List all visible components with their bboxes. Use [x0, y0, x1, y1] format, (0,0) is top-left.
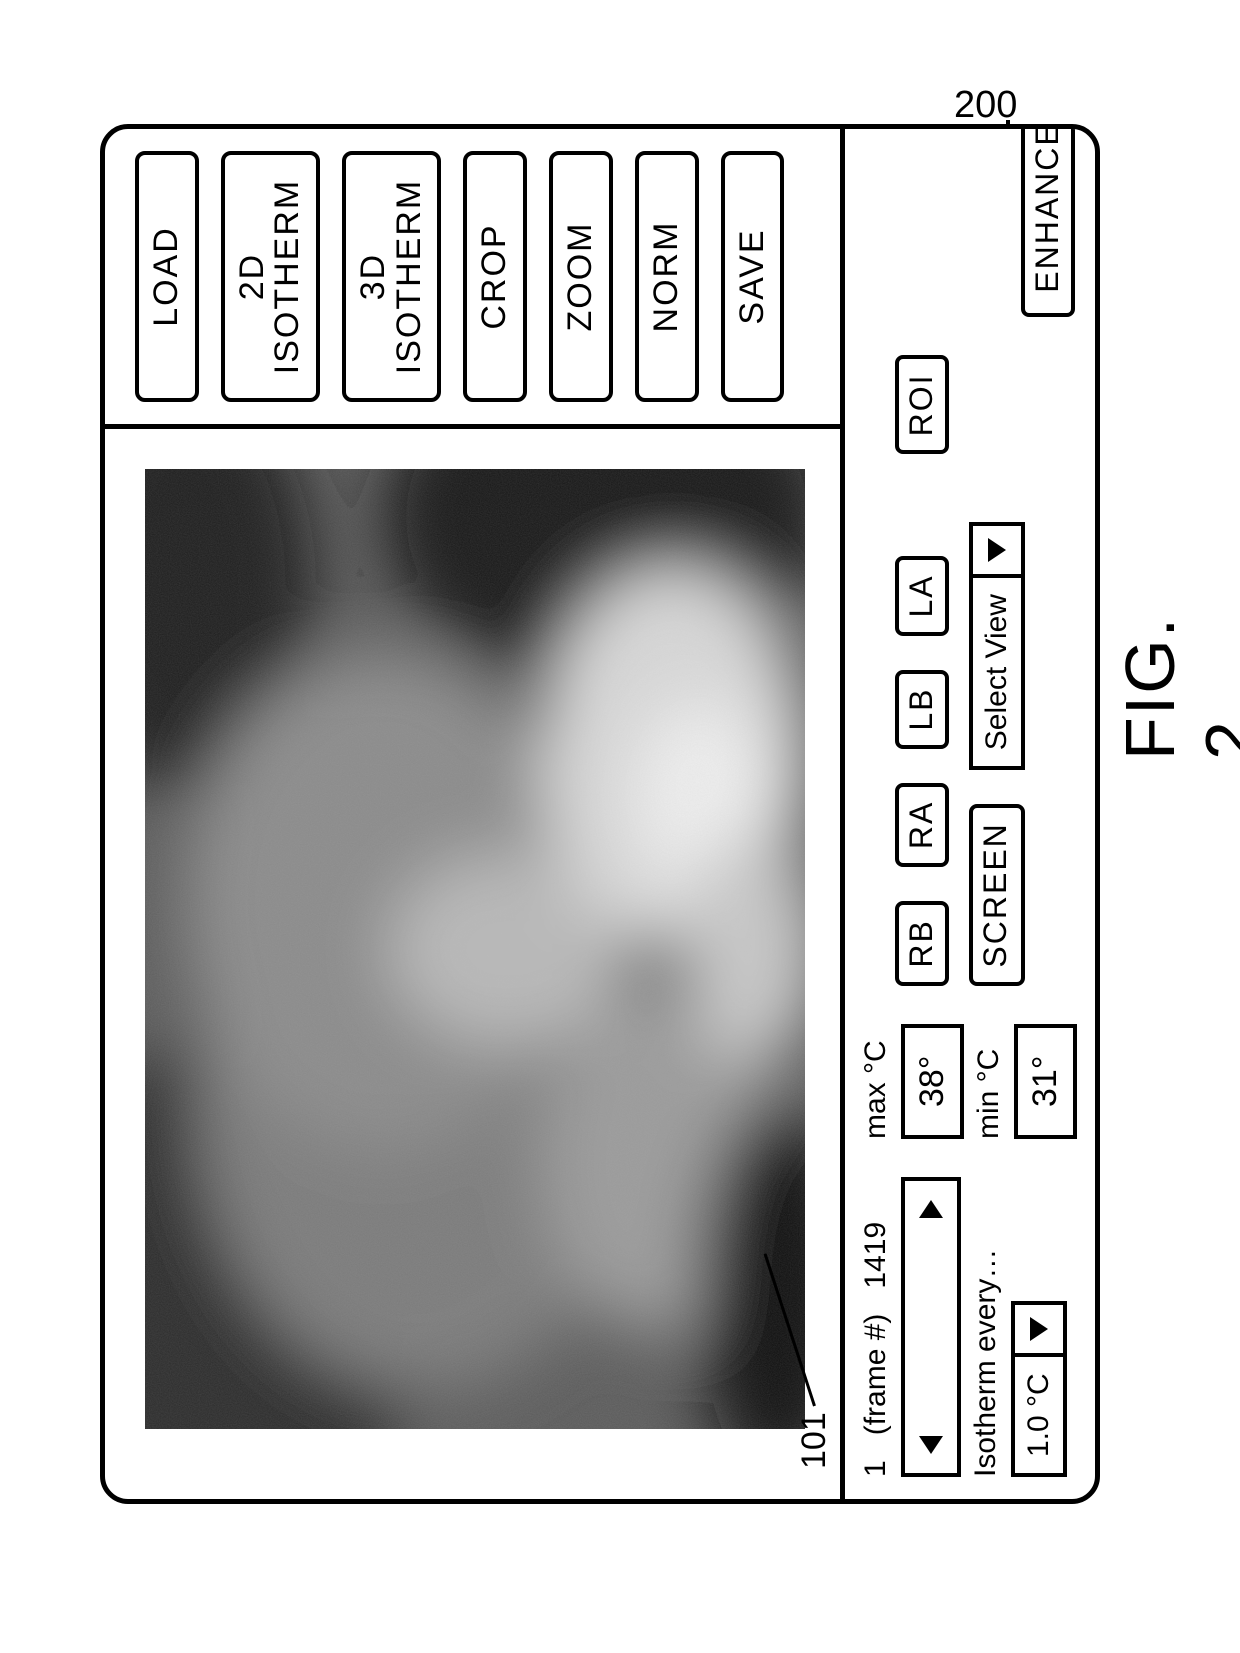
frame-stepper	[901, 1177, 961, 1477]
triangle-down-icon	[988, 538, 1006, 562]
app-window: 101 LOAD 2D ISOTHERM 3D ISOTHERM CROP ZO…	[100, 124, 1100, 1504]
isotherm-value[interactable]: 1.0 °C	[1011, 1357, 1067, 1477]
app-bottom: 1 (frame #) 1419 Isotherm every… 1.0 °C	[845, 129, 1095, 1499]
frame-next-button[interactable]	[901, 1177, 961, 1237]
thermal-image	[145, 469, 805, 1429]
regions-row2: SCREEN Select View	[969, 356, 1025, 986]
lb-button[interactable]: LB	[895, 670, 949, 749]
triangle-right-icon	[919, 1200, 943, 1218]
min-temp-value: 31°	[1014, 1024, 1077, 1139]
frame-label: 1 (frame #) 1419	[859, 1177, 893, 1477]
isotherm-selector: 1.0 °C	[1011, 1177, 1067, 1477]
rb-button[interactable]: RB	[895, 901, 949, 985]
enhance-column: ENHANCE	[859, 124, 1077, 318]
select-view-dropdown-button[interactable]	[969, 522, 1025, 578]
min-temp-label: min °C	[972, 1024, 1006, 1139]
ra-button[interactable]: RA	[895, 783, 949, 867]
frame-number-field[interactable]	[901, 1237, 961, 1417]
frame-label-text: (frame #)	[859, 1314, 892, 1436]
screen-button[interactable]: SCREEN	[969, 804, 1025, 985]
norm-button[interactable]: NORM	[635, 151, 699, 402]
triangle-down-icon	[1030, 1317, 1048, 1341]
figure-caption: FIG. 2	[1110, 616, 1240, 760]
save-button[interactable]: SAVE	[721, 151, 785, 402]
page: 200	[0, 0, 1240, 1653]
regions-column: RB RA LB LA ROI SCREEN Select View	[859, 356, 1077, 986]
app-top: 101 LOAD 2D ISOTHERM 3D ISOTHERM CROP ZO…	[105, 129, 845, 1499]
la-button[interactable]: LA	[895, 556, 949, 635]
2d-isotherm-button[interactable]: 2D ISOTHERM	[221, 151, 320, 402]
temp-column: max °C 38° min °C 31°	[859, 1024, 1077, 1139]
roi-button[interactable]: ROI	[895, 356, 949, 455]
frame-label-prefix: 1	[859, 1460, 892, 1477]
3d-isotherm-button[interactable]: 3D ISOTHERM	[342, 151, 441, 402]
side-panel: LOAD 2D ISOTHERM 3D ISOTHERM CROP ZOOM N…	[105, 129, 840, 429]
isotherm-label: Isotherm every…	[969, 1177, 1003, 1477]
enhance-button[interactable]: ENHANCE	[1021, 124, 1075, 318]
triangle-left-icon	[919, 1436, 943, 1454]
reference-101-label: 101	[795, 1412, 834, 1469]
crop-button[interactable]: CROP	[463, 151, 527, 402]
zoom-button[interactable]: ZOOM	[549, 151, 613, 402]
load-button[interactable]: LOAD	[135, 151, 199, 402]
viewer-pane: 101	[105, 429, 840, 1499]
max-temp-value: 38°	[901, 1024, 964, 1139]
isotherm-dropdown-button[interactable]	[1011, 1301, 1067, 1357]
frame-prev-button[interactable]	[901, 1417, 961, 1477]
reference-101: 101	[795, 1246, 834, 1469]
frame-column: 1 (frame #) 1419 Isotherm every… 1.0 °C	[859, 1177, 1077, 1477]
select-view-field[interactable]: Select View	[969, 578, 1025, 770]
frame-total: 1419	[859, 1222, 892, 1289]
select-view: Select View	[969, 522, 1025, 770]
region-buttons: RB RA LB LA ROI	[895, 356, 949, 986]
max-temp-label: max °C	[859, 1024, 893, 1139]
app-rotation-wrap: 101 LOAD 2D ISOTHERM 3D ISOTHERM CROP ZO…	[100, 124, 1100, 1504]
